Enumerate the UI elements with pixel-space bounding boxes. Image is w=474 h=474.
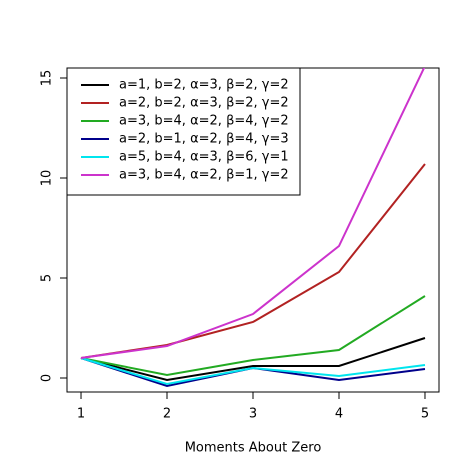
series-line <box>80 295 426 377</box>
series-line <box>80 68 426 359</box>
y-tick-label: 10 <box>40 170 55 187</box>
x-tick-label: 5 <box>421 407 429 422</box>
y-tick-label: 0 <box>40 374 55 382</box>
legend-label: a=3, b=4, α=2, β=1, γ=2 <box>119 168 289 183</box>
x-tick-label: 3 <box>249 407 257 422</box>
series-line <box>80 357 426 386</box>
legend-box <box>66 67 301 196</box>
x-tick-label: 2 <box>163 407 171 422</box>
legend-label: a=1, b=2, α=3, β=2, γ=2 <box>119 78 289 93</box>
y-tick-label: 15 <box>40 70 55 87</box>
x-tick-label: 4 <box>335 407 343 422</box>
legend-label: a=5, b=4, α=3, β=6, γ=1 <box>119 150 289 165</box>
series-line <box>80 337 426 382</box>
x-tick-label: 1 <box>77 407 85 422</box>
legend-label: a=2, b=2, α=3, β=2, γ=2 <box>119 96 289 111</box>
legend-label: a=3, b=4, α=2, β=4, γ=2 <box>119 114 289 129</box>
x-axis-label: Moments About Zero <box>185 441 322 456</box>
y-tick-label: 5 <box>40 274 55 282</box>
legend-label: a=2, b=1, α=2, β=4, γ=3 <box>119 132 289 147</box>
